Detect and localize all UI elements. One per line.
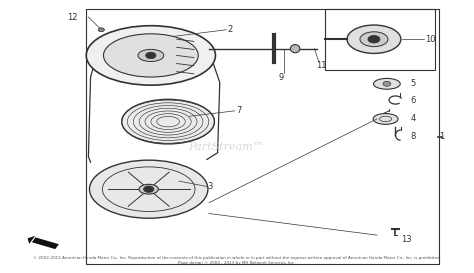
- Ellipse shape: [103, 34, 198, 77]
- Text: © 2002-2013 American Honda Motor Co., Inc. Reproduction of the contents of this : © 2002-2013 American Honda Motor Co., In…: [33, 256, 441, 265]
- Ellipse shape: [374, 78, 400, 89]
- Ellipse shape: [373, 114, 398, 124]
- Ellipse shape: [86, 26, 216, 85]
- Circle shape: [146, 52, 156, 59]
- Text: 9: 9: [279, 73, 284, 82]
- Ellipse shape: [139, 184, 158, 194]
- Circle shape: [383, 81, 391, 86]
- Circle shape: [144, 186, 154, 192]
- Circle shape: [98, 28, 104, 32]
- Text: 12: 12: [67, 13, 77, 22]
- Text: PartStream™: PartStream™: [188, 142, 264, 152]
- Text: 6: 6: [410, 96, 416, 105]
- Text: 5: 5: [410, 79, 415, 88]
- Text: 7: 7: [236, 106, 242, 115]
- Polygon shape: [32, 237, 59, 249]
- Polygon shape: [27, 236, 35, 244]
- Text: 4: 4: [410, 114, 415, 123]
- Ellipse shape: [347, 25, 401, 54]
- Ellipse shape: [122, 99, 214, 144]
- Bar: [325, 10, 435, 70]
- Ellipse shape: [291, 44, 300, 53]
- Text: 13: 13: [401, 235, 411, 244]
- Text: 3: 3: [208, 182, 213, 191]
- Text: 11: 11: [316, 61, 327, 70]
- Bar: [86, 10, 439, 263]
- Text: 1: 1: [439, 132, 444, 141]
- Ellipse shape: [90, 160, 208, 218]
- Text: 10: 10: [425, 35, 436, 44]
- Text: 2: 2: [228, 25, 233, 34]
- Ellipse shape: [138, 49, 164, 61]
- Circle shape: [368, 35, 380, 43]
- Text: 8: 8: [410, 132, 416, 141]
- Ellipse shape: [360, 32, 388, 47]
